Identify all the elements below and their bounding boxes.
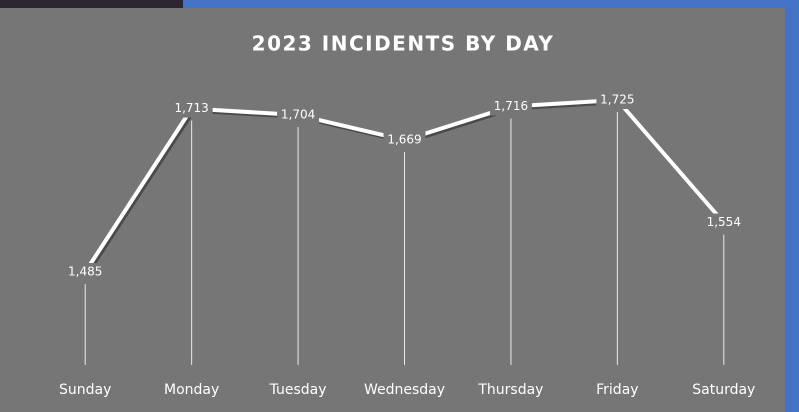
chart-title: 2023 INCIDENTS BY DAY (252, 32, 555, 56)
data-label: 1,725 (600, 93, 634, 107)
chart-panel (0, 8, 785, 412)
x-tick-label: Sunday (59, 382, 111, 398)
x-tick-label: Friday (596, 382, 638, 398)
data-label: 1,669 (387, 133, 421, 147)
data-label: 1,713 (174, 101, 208, 115)
data-label: 1,554 (707, 215, 741, 229)
x-tick-label: Tuesday (269, 382, 327, 398)
page: 2023 INCIDENTS BY DAY Sunday Monday Tuesda… (0, 0, 799, 412)
x-tick-label: Monday (164, 382, 219, 398)
x-tick-label: Saturday (692, 382, 755, 398)
x-tick-label: Thursday (477, 382, 543, 398)
x-tick-label: Wednesday (364, 382, 445, 398)
data-label: 1,704 (281, 108, 315, 122)
data-label: 1,716 (494, 99, 528, 113)
data-label: 1,485 (68, 265, 102, 279)
chart: 2023 INCIDENTS BY DAY Sunday Monday Tuesda… (0, 0, 799, 412)
